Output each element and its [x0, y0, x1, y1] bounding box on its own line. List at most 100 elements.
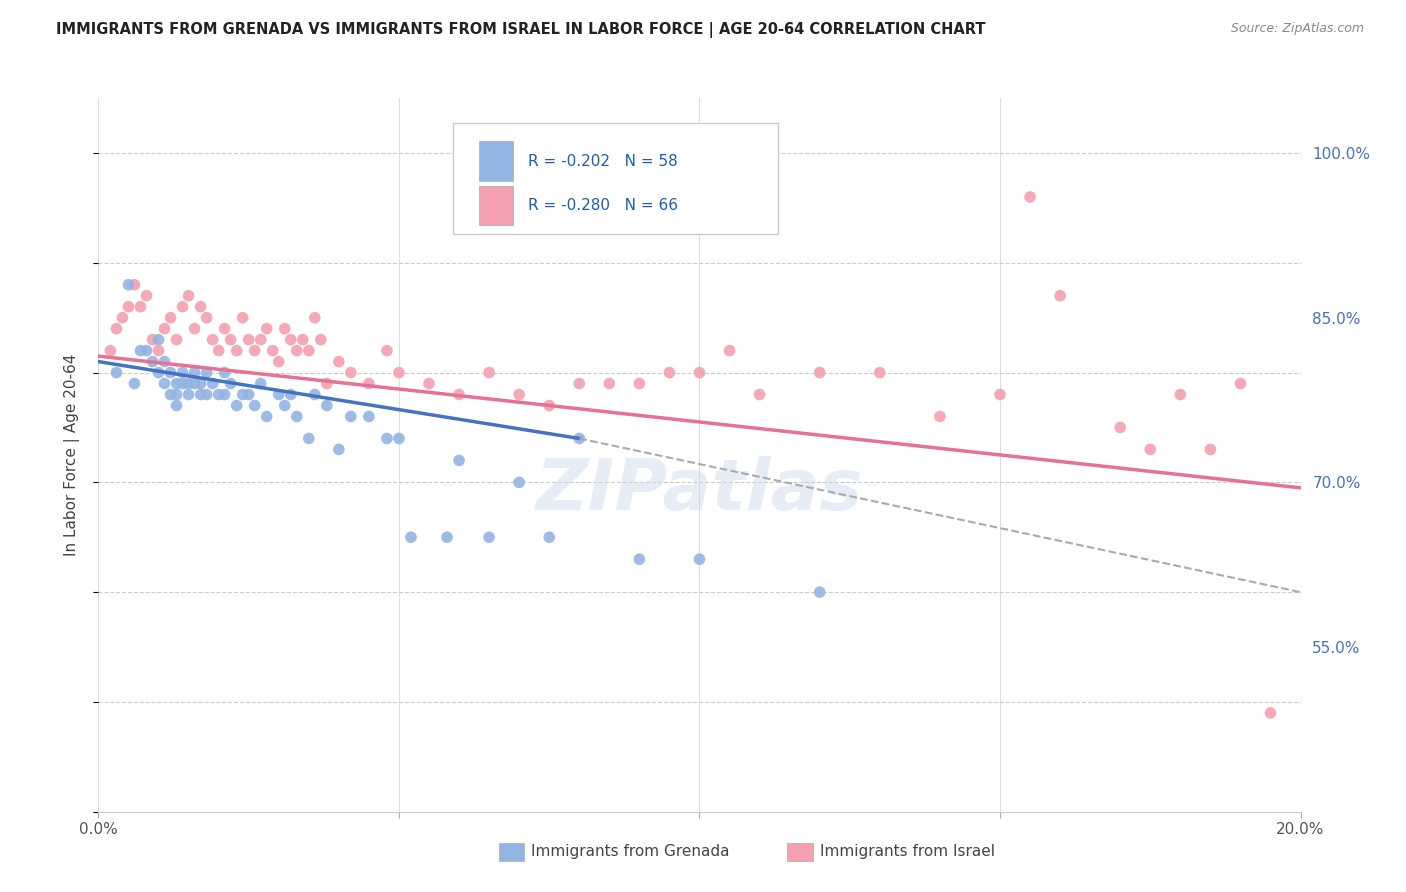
Point	[177, 387, 200, 401]
Point	[508, 387, 530, 401]
Text: ZIPatlas: ZIPatlas	[536, 456, 863, 525]
Point	[243, 399, 266, 413]
Point	[447, 453, 470, 467]
Point	[214, 366, 236, 380]
Point	[447, 387, 470, 401]
Point	[274, 399, 297, 413]
Point	[328, 354, 350, 368]
Text: Immigrants from Grenada: Immigrants from Grenada	[531, 845, 730, 859]
Point	[172, 366, 194, 380]
FancyBboxPatch shape	[453, 123, 778, 234]
Point	[988, 387, 1011, 401]
Point	[388, 432, 411, 446]
Point	[129, 343, 152, 358]
Point	[238, 387, 260, 401]
Point	[190, 376, 212, 391]
Point	[399, 530, 422, 544]
Point	[340, 366, 363, 380]
Point	[280, 387, 302, 401]
Point	[111, 310, 134, 325]
Point	[340, 409, 363, 424]
Point	[141, 333, 163, 347]
Point	[159, 387, 181, 401]
Point	[166, 387, 188, 401]
Point	[135, 289, 157, 303]
Point	[190, 300, 212, 314]
Point	[689, 552, 711, 566]
Point	[135, 343, 157, 358]
Point	[315, 399, 337, 413]
Point	[436, 530, 458, 544]
Point	[100, 343, 122, 358]
Point	[214, 321, 236, 335]
Point	[718, 343, 741, 358]
Point	[219, 333, 242, 347]
Point	[214, 387, 236, 401]
Point	[1170, 387, 1192, 401]
Point	[172, 300, 194, 314]
Point	[225, 399, 247, 413]
Point	[249, 376, 271, 391]
Point	[148, 366, 170, 380]
Point	[357, 376, 380, 391]
Point	[291, 333, 314, 347]
Point	[208, 387, 231, 401]
Point	[201, 333, 224, 347]
Point	[183, 366, 205, 380]
Point	[357, 409, 380, 424]
Point	[195, 387, 218, 401]
Point	[249, 333, 271, 347]
Point	[1199, 442, 1222, 457]
Point	[195, 310, 218, 325]
Point	[309, 333, 332, 347]
Point	[315, 376, 337, 391]
Point	[208, 343, 231, 358]
Point	[568, 376, 591, 391]
Point	[124, 376, 146, 391]
Point	[117, 300, 139, 314]
Point	[153, 321, 176, 335]
Point	[148, 333, 170, 347]
Point	[124, 277, 146, 292]
Point	[538, 399, 561, 413]
Point	[262, 343, 284, 358]
Point	[238, 333, 260, 347]
Point	[166, 333, 188, 347]
Text: IMMIGRANTS FROM GRENADA VS IMMIGRANTS FROM ISRAEL IN LABOR FORCE | AGE 20-64 COR: IMMIGRANTS FROM GRENADA VS IMMIGRANTS FR…	[56, 22, 986, 38]
FancyBboxPatch shape	[479, 186, 513, 225]
Point	[159, 366, 181, 380]
Point	[177, 289, 200, 303]
Point	[628, 376, 651, 391]
Point	[183, 376, 205, 391]
Point	[285, 409, 308, 424]
Point	[388, 366, 411, 380]
Point	[689, 366, 711, 380]
Point	[304, 387, 326, 401]
Point	[869, 366, 891, 380]
Point	[117, 277, 139, 292]
Point	[1049, 289, 1071, 303]
Point	[256, 321, 278, 335]
Point	[274, 321, 297, 335]
Text: R = -0.280   N = 66: R = -0.280 N = 66	[527, 198, 678, 213]
Point	[304, 310, 326, 325]
Point	[166, 376, 188, 391]
Point	[478, 366, 501, 380]
Point	[808, 585, 831, 599]
Point	[153, 354, 176, 368]
Point	[141, 354, 163, 368]
Point	[129, 300, 152, 314]
Point	[568, 432, 591, 446]
Point	[105, 321, 128, 335]
Point	[267, 387, 290, 401]
Point	[748, 387, 770, 401]
Point	[1229, 376, 1251, 391]
Text: Source: ZipAtlas.com: Source: ZipAtlas.com	[1230, 22, 1364, 36]
Text: R = -0.202   N = 58: R = -0.202 N = 58	[527, 153, 678, 169]
Point	[1019, 190, 1042, 204]
Point	[808, 366, 831, 380]
Point	[177, 376, 200, 391]
Point	[929, 409, 952, 424]
Point	[328, 442, 350, 457]
Text: Immigrants from Israel: Immigrants from Israel	[820, 845, 994, 859]
